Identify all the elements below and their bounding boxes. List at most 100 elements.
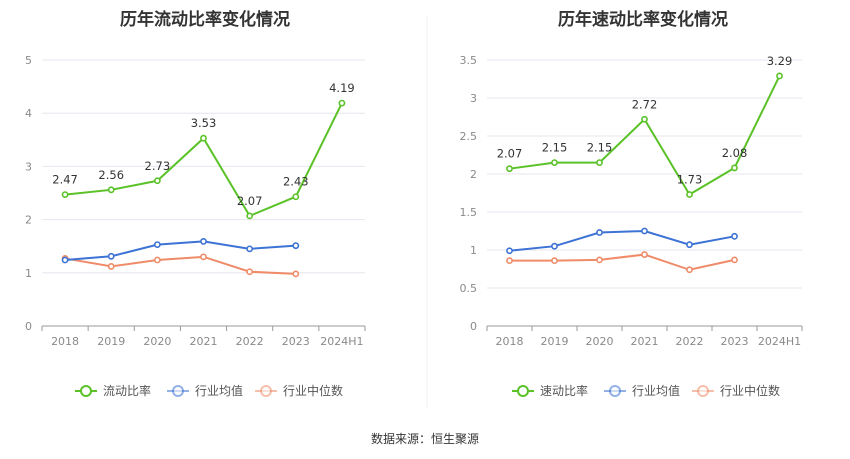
data-point [551, 257, 558, 265]
data-point [506, 257, 513, 265]
legend-item-avg[interactable]: 行业均值 [604, 383, 680, 398]
data-point [246, 212, 254, 220]
y-tick-label: 0 [470, 320, 477, 333]
series-line-median [509, 253, 735, 271]
data-point [246, 245, 254, 253]
legend-swatch-marker [697, 385, 709, 397]
data-point [641, 115, 648, 123]
legend-label: 行业均值 [195, 383, 243, 398]
data-point [596, 159, 603, 166]
data-point [551, 159, 558, 166]
x-tick-label: 2019 [97, 335, 125, 348]
data-source-text: 数据来源：恒生聚源 [371, 431, 479, 446]
data-label: 3.53 [191, 116, 217, 130]
x-tick-label: 2023 [721, 335, 749, 348]
y-tick-label: 3 [470, 92, 477, 105]
x-tick-label: 2018 [51, 335, 79, 348]
x-tick-label: 2021 [631, 335, 659, 348]
data-point [686, 241, 693, 249]
series-line-avg [64, 240, 296, 262]
data-point [107, 186, 115, 194]
x-tick-label: 2022 [236, 335, 264, 348]
y-tick-label: 2.5 [460, 130, 478, 143]
y-tick-label: 5 [25, 54, 32, 67]
data-label: 2.08 [722, 146, 748, 160]
data-label: 2.43 [283, 175, 309, 189]
legend-swatch-marker [609, 385, 621, 397]
data-point [153, 177, 161, 185]
legend-swatch-marker [80, 385, 92, 397]
data-point [200, 134, 207, 142]
data-point [107, 263, 115, 270]
legend-item-main[interactable]: 流动比率 [75, 383, 151, 398]
chart-panel-2: 历年速动比率变化情况 0 0.5 1 1.5 2 2.5 3 3.5 2018 2019 2020 20… [460, 9, 803, 398]
legend-swatch-marker [172, 385, 184, 397]
y-tick-label: 1.5 [460, 206, 478, 219]
legend-item-median[interactable]: 行业中位数 [692, 383, 780, 398]
x-tick-label: 2020 [586, 335, 614, 348]
data-point [641, 227, 648, 235]
y-tick-label: 0.5 [460, 282, 478, 295]
data-point [292, 270, 300, 278]
legend-label: 行业均值 [632, 383, 680, 398]
data-point [731, 164, 738, 172]
data-point [338, 99, 346, 107]
x-tick-label: 2024H1 [320, 335, 363, 348]
series-line-avg [509, 229, 735, 252]
data-point [641, 251, 648, 258]
data-point [292, 242, 300, 250]
data-point [246, 268, 254, 276]
data-label: 4.19 [329, 81, 355, 95]
x-tick-label: 2024H1 [758, 335, 801, 348]
legend-item-main[interactable]: 速动比率 [512, 383, 588, 398]
data-point [107, 252, 115, 260]
y-tick-label: 4 [25, 107, 32, 120]
data-point [292, 193, 300, 201]
data-label: 3.29 [767, 54, 793, 68]
data-label: 2.72 [632, 97, 658, 111]
data-label: 2.73 [145, 159, 171, 173]
data-point [686, 191, 693, 198]
data-label: 2.15 [587, 141, 613, 155]
chart-title: 历年速动比率变化情况 [558, 9, 728, 30]
data-label: 2.47 [52, 173, 78, 187]
y-tick-label: 3 [25, 160, 32, 173]
data-point [551, 242, 558, 250]
legend-item-median[interactable]: 行业中位数 [255, 383, 343, 398]
legend-label: 行业中位数 [720, 383, 780, 398]
chart-panel-1: 历年流动比率变化情况 0 1 2 3 4 5 2018 2019 2020 2021 2022 2023… [25, 9, 366, 398]
y-tick-label: 1 [470, 244, 477, 257]
data-point [596, 229, 603, 236]
y-tick-label: 1 [25, 267, 32, 280]
data-point [153, 256, 161, 264]
data-point [686, 266, 693, 274]
data-label: 1.73 [677, 173, 703, 187]
legend-item-avg[interactable]: 行业均值 [167, 383, 243, 398]
x-tick-label: 2021 [190, 335, 218, 348]
data-point [61, 191, 69, 198]
x-tick-label: 2018 [496, 335, 524, 348]
legend-label: 行业中位数 [283, 383, 343, 398]
data-label: 2.56 [98, 168, 124, 182]
y-tick-label: 3.5 [460, 54, 478, 67]
data-point [506, 247, 513, 255]
x-tick-label: 2019 [541, 335, 569, 348]
legend-label: 流动比率 [103, 383, 151, 398]
x-tick-label: 2023 [282, 335, 310, 348]
legend-label: 速动比率 [540, 383, 588, 398]
x-tick-label: 2020 [143, 335, 171, 348]
x-tick-label: 2022 [676, 335, 704, 348]
data-point [200, 238, 207, 245]
y-tick-label: 2 [470, 168, 477, 181]
data-point [61, 256, 69, 264]
data-point [506, 165, 513, 173]
chart-title: 历年流动比率变化情况 [120, 9, 290, 30]
legend-swatch-marker [260, 385, 272, 397]
data-label: 2.07 [497, 147, 523, 161]
data-point [731, 256, 738, 264]
data-point [153, 241, 161, 249]
legend-swatch-marker [517, 385, 529, 397]
series-line-main [509, 75, 781, 196]
data-label: 2.07 [237, 194, 263, 208]
